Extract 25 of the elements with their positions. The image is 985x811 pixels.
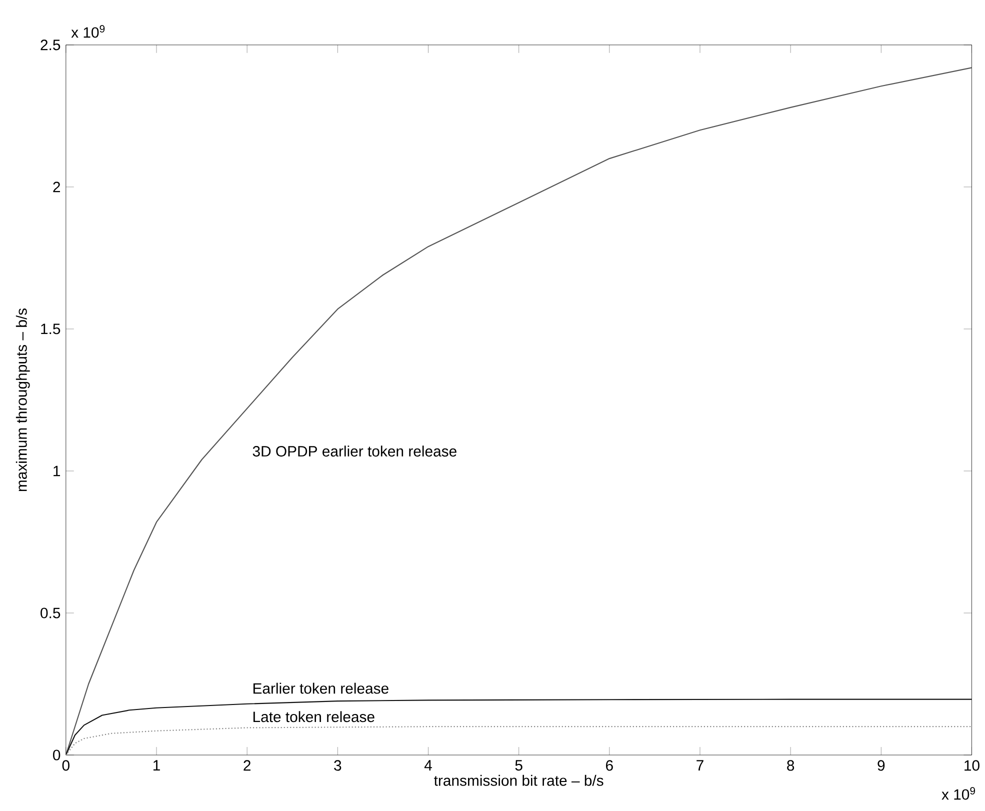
y-tick-label: 2 xyxy=(53,182,60,192)
x-tick-label: 8 xyxy=(787,760,794,771)
y-tick-label: 1 xyxy=(54,466,60,476)
series-label: Earlier token release xyxy=(253,682,388,694)
y-tick-label: 0.5 xyxy=(40,608,60,618)
y-tick-label: 1.5 xyxy=(41,324,60,334)
x-tick-label: 3 xyxy=(334,760,342,771)
text: x 10$^{9}$ xyxy=(71,25,105,38)
x-tick-label: 6 xyxy=(606,760,613,771)
series-label: Late token release xyxy=(253,711,374,722)
x-tick-label: 5 xyxy=(515,760,522,771)
text: x 10$^{9}$ xyxy=(942,787,976,800)
x-tick-label: 0 xyxy=(62,760,70,771)
x-tick-label: 4 xyxy=(424,760,432,770)
x-axis-title: transmission bit rate – b/s xyxy=(434,774,604,786)
x-tick-label: 2 xyxy=(244,760,250,771)
x-tick-label: 9 xyxy=(878,760,885,771)
x-tick-label: 1 xyxy=(153,760,160,770)
series-label: 3D OPDP earlier token release xyxy=(252,446,456,457)
y-tick-label: 0 xyxy=(53,750,60,760)
x-tick-label: 7 xyxy=(696,760,704,770)
line-series xyxy=(66,698,972,756)
y-axis-title: maximum throughputs – b/s xyxy=(16,308,30,492)
x-tick-label: 10 xyxy=(964,760,980,771)
y-tick-label: 2.5 xyxy=(40,40,60,50)
